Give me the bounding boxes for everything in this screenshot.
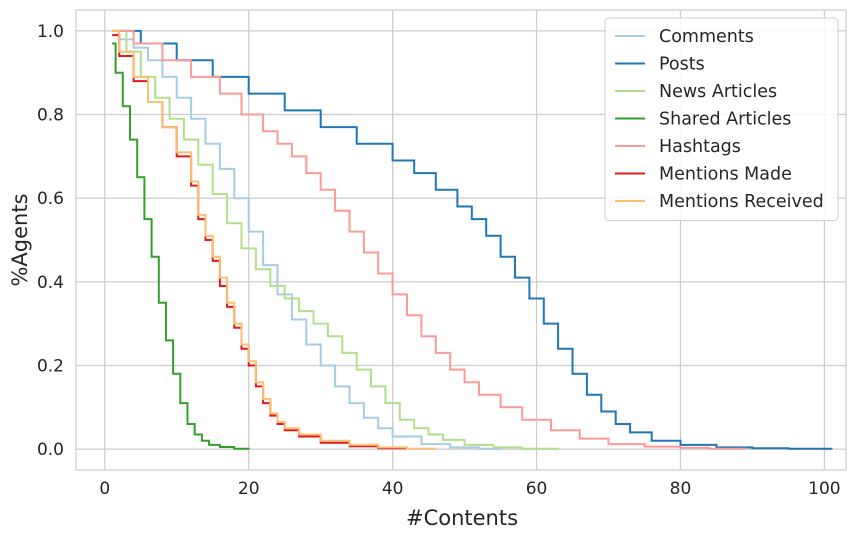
y-axis-ticks: 0.0 0.2 0.4 0.6 0.8 1.0 [37,22,64,460]
y-tick-label: 0.4 [37,273,64,293]
y-tick-label: 1.0 [37,22,64,42]
x-axis-label: #Contents [406,506,518,530]
series-line-posts [112,29,833,450]
legend-label: News Articles [659,82,777,102]
x-tick-label: 60 [526,479,548,499]
x-tick-label: 20 [238,479,260,499]
x-axis-ticks: 0 20 40 60 80 100 [99,479,840,499]
legend-box [604,17,839,221]
series-line-shared-articles [112,42,250,450]
y-tick-label: 0.2 [37,356,64,376]
series-line-news-articles [112,29,560,450]
x-tick-label: 100 [808,479,840,499]
legend-label: Comments [659,27,754,47]
series-line-comments [112,29,502,450]
x-tick-label: 40 [382,479,404,499]
series-lines [112,29,833,450]
y-tick-label: 0.8 [37,106,64,126]
x-tick-label: 0 [99,479,110,499]
series-line-hashtags [112,29,747,450]
legend-label: Mentions Made [659,165,792,185]
legend-label: Mentions Received [659,192,824,212]
legend-label: Shared Articles [659,110,791,130]
series-line-mentions-received [112,29,437,450]
x-tick-label: 80 [670,479,692,499]
legend-label: Posts [659,55,705,75]
legend: Comments Posts News Articles Shared Article… [604,17,839,221]
y-axis-label: %Agents [8,193,32,286]
y-tick-label: 0.0 [37,440,64,460]
legend-label: Hashtags [659,137,741,157]
y-tick-label: 0.6 [37,189,64,209]
